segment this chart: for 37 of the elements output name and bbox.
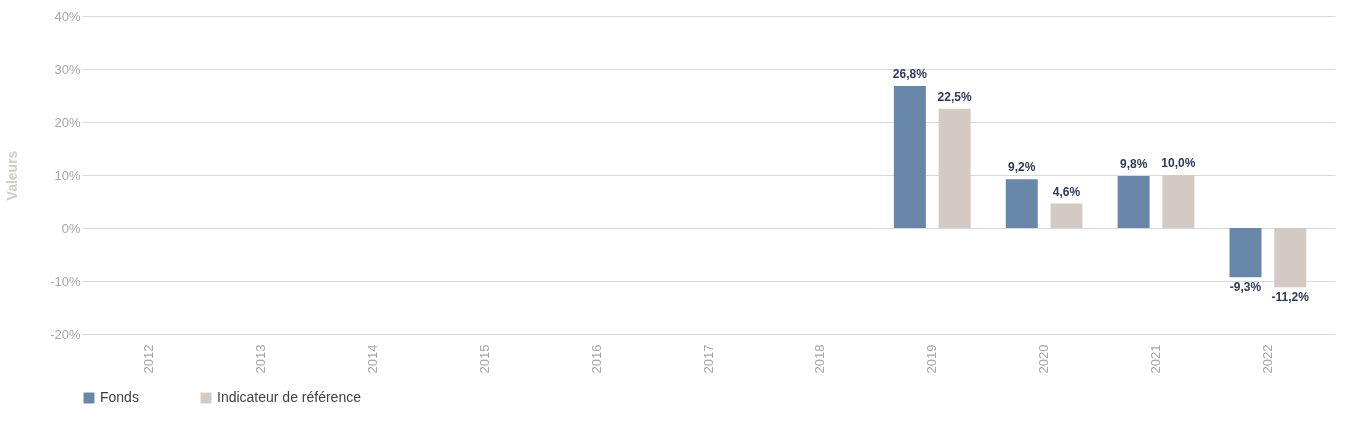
x-tick-label: 2013 [253, 344, 268, 374]
y-tick-label: 0% [61, 220, 81, 236]
data-label: 26,8% [892, 66, 928, 81]
x-tick-label: 2017 [700, 344, 716, 374]
x-tick-label: 2015 [476, 344, 492, 374]
data-label: -9,3% [1229, 280, 1262, 295]
x-tick-label: 2019 [924, 344, 940, 374]
bar [1005, 179, 1038, 228]
x-tick-label: 2022 [1259, 344, 1275, 374]
y-tick-label: 40% [54, 8, 81, 24]
legend-label: Indicateur de référence [217, 389, 362, 405]
y-tick-label: 30% [54, 61, 81, 77]
x-tick-label: 2021 [1148, 344, 1163, 374]
bar [1274, 228, 1307, 288]
y-axis-title: Valeurs [4, 150, 21, 201]
bar [1117, 176, 1150, 228]
y-tick-label: -20% [50, 326, 81, 342]
x-tick-label: 2018 [812, 344, 828, 374]
data-label: -11,2% [1271, 290, 1310, 305]
y-tick-label: 20% [54, 114, 81, 130]
bar [893, 85, 926, 228]
data-label: 4,6% [1052, 184, 1081, 199]
bar [938, 108, 971, 228]
bar [1229, 228, 1262, 278]
y-tick-label: -10% [50, 273, 81, 289]
x-tick-label: 2014 [364, 344, 380, 374]
data-label: 9,2% [1008, 160, 1036, 175]
bar [1050, 203, 1083, 228]
legend-label: Fonds [100, 389, 139, 405]
x-tick-label: 2016 [588, 344, 604, 374]
x-tick-label: 2020 [1036, 344, 1052, 374]
x-tick-label: 2012 [141, 344, 157, 374]
y-tick-label: 10% [54, 167, 81, 183]
data-label: 10,0% [1161, 156, 1196, 170]
data-label: 22,5% [937, 89, 972, 104]
bar [1162, 175, 1195, 228]
data-label: 9,8% [1119, 157, 1148, 172]
